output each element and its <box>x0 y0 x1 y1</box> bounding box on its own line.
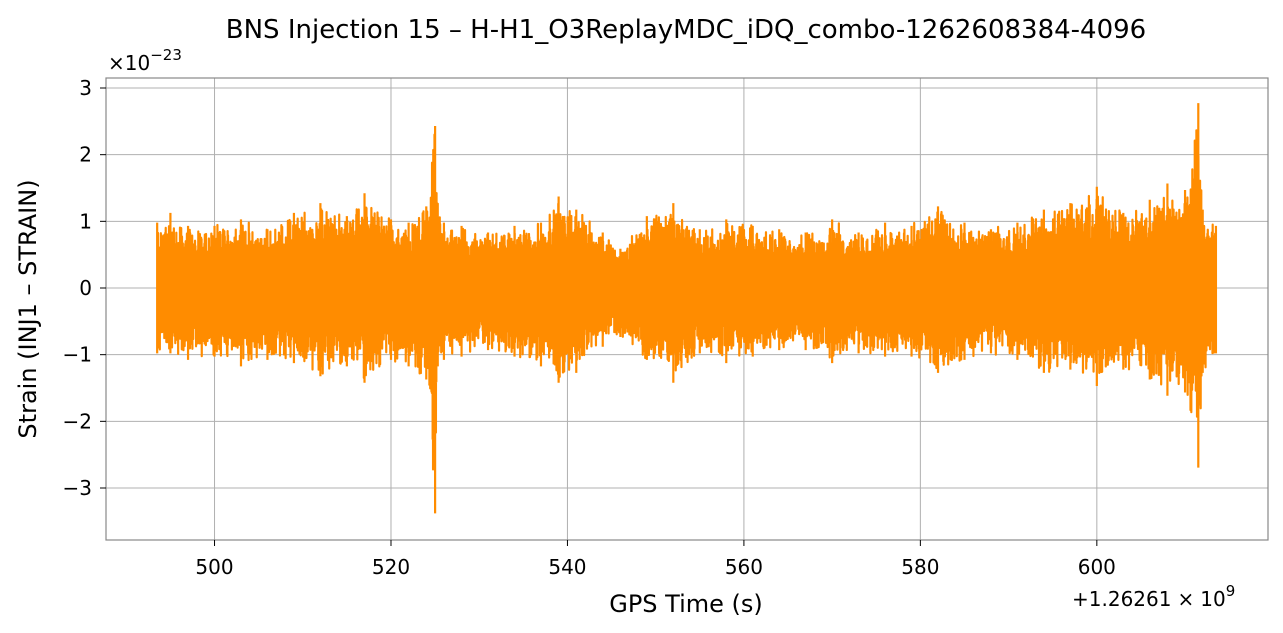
y-axis-multiplier: ×10−23 <box>108 46 182 75</box>
x-tick-label: 500 <box>195 555 233 579</box>
x-offset-times: × <box>1177 587 1194 611</box>
x-tick-label: 560 <box>725 555 763 579</box>
x-tick-label: 540 <box>548 555 586 579</box>
y-tick-label: −2 <box>63 409 92 433</box>
y-axis-ticks: −3 −2 −1 0 1 2 3 <box>63 76 106 500</box>
x-axis-ticks: 500 520 540 560 580 600 <box>195 540 1116 579</box>
x-tick-label: 580 <box>901 555 939 579</box>
y-tick-label: 3 <box>79 76 92 100</box>
y-tick-label: 2 <box>79 143 92 167</box>
y-axis-label: Strain (INJ1 – STRAIN) <box>14 179 42 438</box>
series-layer <box>156 103 1218 514</box>
y-tick-label: −3 <box>63 476 92 500</box>
y-tick-label: 0 <box>79 276 92 300</box>
x-offset-base: +1.26261 <box>1072 587 1171 611</box>
y-tick-label: −1 <box>63 343 92 367</box>
x-axis-offset: +1.26261 × 109 <box>1072 582 1235 611</box>
chart-title: BNS Injection 15 – H-H1_O3ReplayMDC_iDQ_… <box>226 15 1146 45</box>
plot-frame <box>105 77 1269 541</box>
x-tick-label: 520 <box>372 555 410 579</box>
x-tick-label: 600 <box>1078 555 1116 579</box>
y-multiplier-exponent: −23 <box>150 46 182 64</box>
y-multiplier-base: ×10 <box>108 51 150 75</box>
strain-series-line <box>156 103 1218 514</box>
y-tick-label: 1 <box>79 209 92 233</box>
x-axis-label: GPS Time (s) <box>609 590 763 618</box>
x-offset-ten: 10 <box>1200 587 1225 611</box>
x-offset-exponent: 9 <box>1226 582 1236 600</box>
